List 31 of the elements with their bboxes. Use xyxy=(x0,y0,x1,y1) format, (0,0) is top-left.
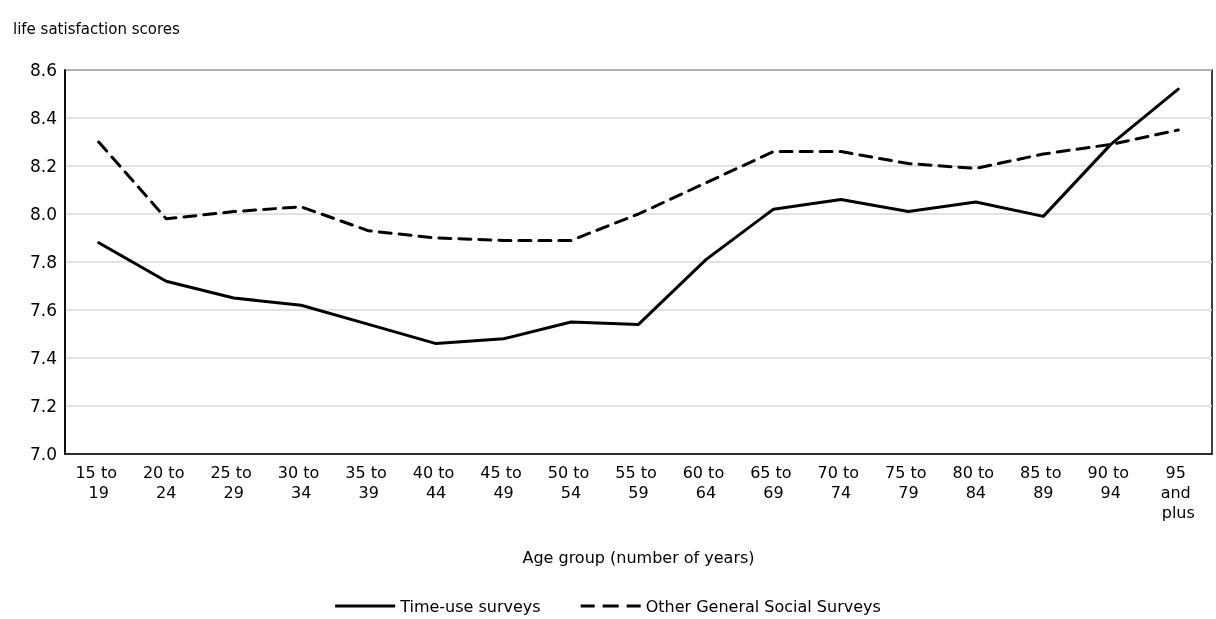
x-tick-label: 90 to 94 xyxy=(1087,462,1135,502)
x-tick-label: 15 to 19 xyxy=(75,462,123,502)
legend-label: Other General Social Surveys xyxy=(645,596,881,616)
y-tick-label: 7.2 xyxy=(29,396,57,416)
legend-label: Time-use surveys xyxy=(399,596,541,616)
y-tick-label: 8.4 xyxy=(29,108,57,128)
y-axis-title: life satisfaction scores xyxy=(13,19,181,38)
y-tick-label: 7.6 xyxy=(29,300,57,320)
x-tick-label: 95 and plus xyxy=(1160,462,1196,522)
x-tick-label: 85 to 89 xyxy=(1020,462,1067,502)
y-tick-label: 8.2 xyxy=(29,156,57,176)
y-tick-label: 7.4 xyxy=(29,348,57,368)
y-tick-label: 7.8 xyxy=(29,252,57,272)
x-tick-label: 25 to 29 xyxy=(210,462,257,502)
x-tick-label: 35 to 39 xyxy=(345,462,392,502)
x-tick-label: 70 to 74 xyxy=(817,462,865,502)
y-tick-label: 8.0 xyxy=(29,204,57,224)
x-tick-label: 45 to 49 xyxy=(480,462,527,502)
x-axis-title: Age group (number of years) xyxy=(522,547,755,567)
x-tick-label: 40 to 44 xyxy=(412,462,460,502)
y-tick-label: 8.6 xyxy=(29,60,57,80)
x-tick-label: 80 to 84 xyxy=(952,462,1000,502)
x-tick-label: 30 to 34 xyxy=(277,462,325,502)
x-tick-label: 65 to 69 xyxy=(750,462,797,502)
x-tick-label: 60 to 64 xyxy=(682,462,730,502)
x-tick-label: 75 to 79 xyxy=(885,462,932,502)
y-tick-label: 7.0 xyxy=(29,444,57,464)
x-tick-label: 55 to 59 xyxy=(615,462,662,502)
x-tick-label: 20 to 24 xyxy=(142,462,190,502)
line-series xyxy=(97,87,1180,346)
x-tick-label: 50 to 54 xyxy=(547,462,595,502)
